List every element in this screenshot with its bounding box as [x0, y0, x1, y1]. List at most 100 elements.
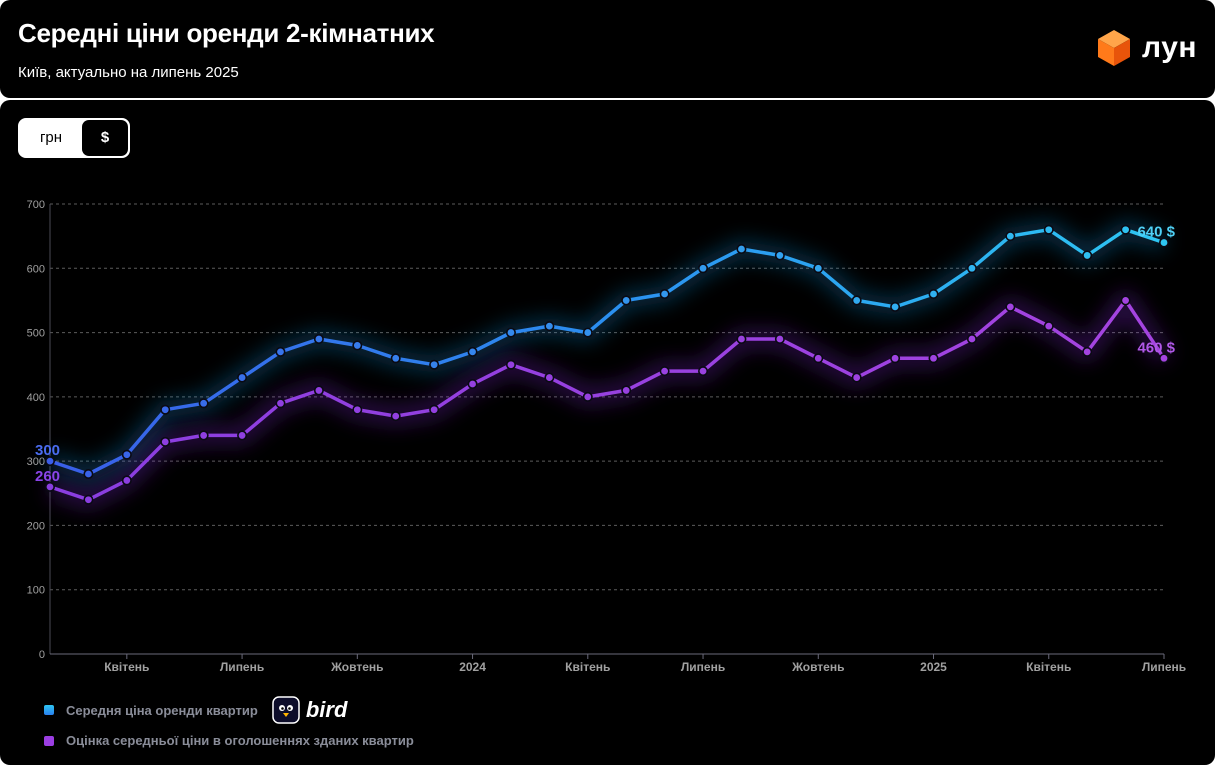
- data-point-avg: [1043, 224, 1054, 235]
- data-point-avg: [160, 404, 171, 415]
- legend-swatch-avg: [44, 705, 54, 715]
- y-tick-label: 0: [39, 649, 45, 661]
- data-point-avg: [198, 398, 209, 409]
- chart-glow: [47, 220, 1172, 509]
- logo-wordmark: лун: [1142, 31, 1197, 64]
- cube-logo-icon: [1098, 30, 1131, 66]
- data-point-ads: [198, 430, 209, 441]
- data-point-ads: [621, 385, 632, 396]
- data-point-ads: [83, 494, 94, 505]
- data-point-avg: [44, 456, 55, 467]
- bird-brand[interactable]: bird: [272, 696, 348, 724]
- series-line-avg: [48, 227, 1166, 476]
- end-value-label-avg: 640 $: [1137, 224, 1175, 241]
- data-point-ads: [544, 372, 555, 383]
- chart-labels: 300 640 $ 260 460 $: [35, 224, 1176, 485]
- data-point-ads: [237, 430, 248, 441]
- x-tick-label: Липень: [1142, 660, 1186, 674]
- data-point-avg: [698, 263, 709, 274]
- data-point-ads: [1159, 353, 1170, 364]
- data-point-avg: [352, 340, 363, 351]
- x-tick-label: Квітень: [565, 660, 610, 674]
- legend-label-ads: Оцінка середньої ціни в оголошеннях здан…: [66, 733, 414, 748]
- data-point-ads: [1120, 295, 1131, 306]
- header: Середні ціни оренди 2-кімнатних Київ, ак…: [0, 0, 1215, 98]
- data-point-ads: [966, 334, 977, 345]
- data-point-ads: [121, 475, 132, 486]
- data-point-ads: [1082, 346, 1093, 357]
- data-point-avg: [1120, 224, 1131, 235]
- currency-uah-option[interactable]: грн: [39, 129, 63, 146]
- data-point-ads: [1005, 301, 1016, 312]
- chart-grid: 0 100 200 300 400 500 600 700 Квітень Липень Жовте…: [27, 199, 1187, 674]
- data-point-ads: [813, 353, 824, 364]
- x-tick-label: Липень: [681, 660, 725, 674]
- data-point-avg: [1082, 250, 1093, 261]
- data-point-avg: [582, 327, 593, 338]
- y-tick-label: 700: [27, 199, 45, 211]
- y-tick-label: 100: [27, 585, 45, 597]
- data-point-avg: [467, 346, 478, 357]
- lun-logo[interactable]: лун: [1096, 28, 1197, 68]
- data-point-avg: [966, 263, 977, 274]
- data-point-ads: [736, 334, 747, 345]
- data-point-avg: [928, 289, 939, 300]
- data-point-avg: [429, 359, 440, 370]
- x-tick-label: Жовтень: [791, 660, 844, 674]
- x-tick-label: Липень: [220, 660, 264, 674]
- data-point-avg: [813, 263, 824, 274]
- data-point-ads: [313, 385, 324, 396]
- data-point-avg: [83, 468, 94, 479]
- start-value-label-ads: 260: [35, 468, 60, 485]
- chart-panel: 0 100 200 300 400 500 600 700 Квітень Липень Жовте…: [0, 100, 1215, 765]
- data-point-avg: [313, 334, 324, 345]
- y-tick-label: 300: [27, 456, 45, 468]
- data-point-avg: [390, 353, 401, 364]
- y-tick-label: 400: [27, 392, 45, 404]
- data-point-avg: [1005, 231, 1016, 242]
- x-tick-label: 2024: [459, 660, 486, 674]
- data-point-ads: [1043, 321, 1054, 332]
- data-point-avg: [275, 346, 286, 357]
- data-point-ads: [582, 391, 593, 402]
- data-point-ads: [352, 404, 363, 415]
- legend-item-ads: Оцінка середньої ціни в оголошеннях здан…: [44, 733, 414, 748]
- data-point-avg: [774, 250, 785, 261]
- data-point-avg: [121, 449, 132, 460]
- data-point-ads: [774, 334, 785, 345]
- data-point-ads: [275, 398, 286, 409]
- data-point-ads: [44, 481, 55, 492]
- currency-usd-option[interactable]: $: [82, 120, 128, 156]
- data-point-avg: [621, 295, 632, 306]
- data-point-ads: [851, 372, 862, 383]
- bird-wordmark: bird: [305, 697, 348, 722]
- data-point-avg: [890, 301, 901, 312]
- y-tick-label: 600: [27, 263, 45, 275]
- x-tick-label: 2025: [920, 660, 947, 674]
- chart-points: [44, 224, 1170, 505]
- legend-item-avg: Середня ціна оренди квартир bird: [44, 696, 347, 724]
- data-point-avg: [659, 289, 670, 300]
- data-point-ads: [505, 359, 516, 370]
- data-point-avg: [736, 244, 747, 255]
- end-value-label-ads: 460 $: [1137, 339, 1175, 356]
- bird-logo-icon: [272, 696, 300, 724]
- legend-label-avg: Середня ціна оренди квартир: [66, 702, 258, 718]
- data-point-avg: [505, 327, 516, 338]
- data-point-avg: [1159, 237, 1170, 248]
- data-point-ads: [698, 366, 709, 377]
- page-title: Середні ціни оренди 2-кімнатних: [18, 18, 435, 48]
- y-tick-label: 200: [27, 520, 45, 532]
- data-point-ads: [429, 404, 440, 415]
- currency-toggle[interactable]: грн $: [18, 118, 130, 158]
- chart-lines: [48, 227, 1166, 502]
- data-point-ads: [928, 353, 939, 364]
- data-point-ads: [890, 353, 901, 364]
- x-tick-label: Квітень: [1026, 660, 1071, 674]
- page-subtitle: Київ, актуально на липень 2025: [18, 64, 239, 81]
- series-line-ads: [48, 298, 1166, 502]
- x-tick-label: Жовтень: [330, 660, 383, 674]
- data-point-ads: [467, 378, 478, 389]
- x-tick-label: Квітень: [104, 660, 149, 674]
- y-tick-label: 500: [27, 328, 45, 340]
